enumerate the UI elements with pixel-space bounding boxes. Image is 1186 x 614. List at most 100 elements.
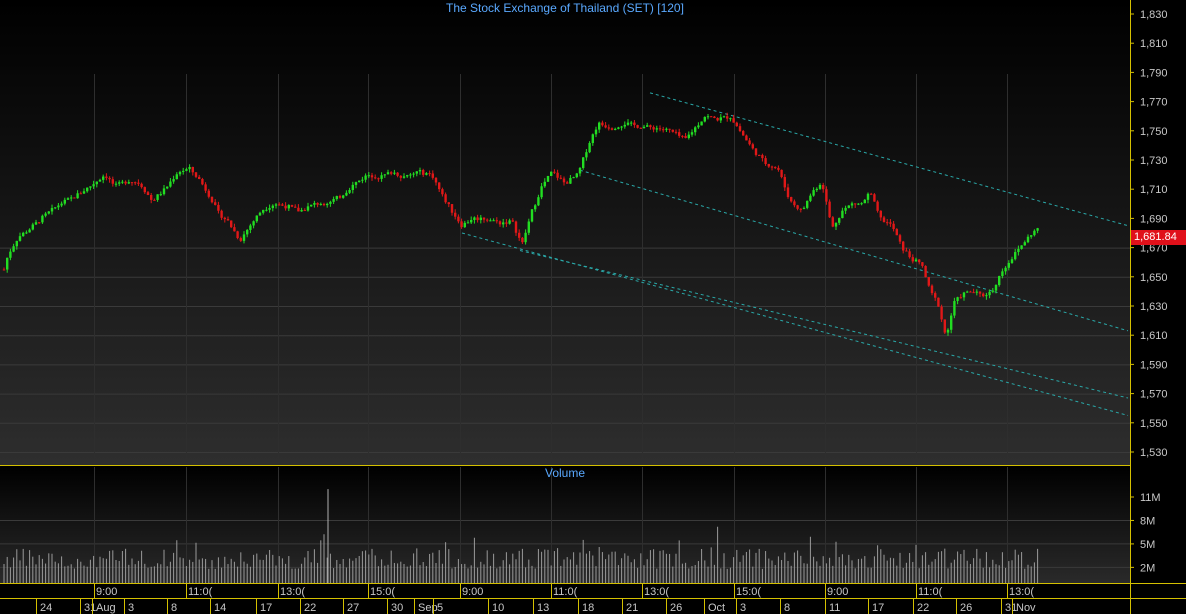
candle-body <box>879 210 882 218</box>
date-label: 5 <box>437 602 443 614</box>
candle-body <box>911 257 914 262</box>
candle-body <box>828 201 831 218</box>
candle-body <box>796 205 799 209</box>
candle-body <box>233 227 236 232</box>
candle-body <box>697 125 700 128</box>
candle-body <box>649 125 652 128</box>
candle-body <box>290 205 294 207</box>
time-label: 9:00 <box>462 586 483 598</box>
candle-body <box>572 177 575 179</box>
candle-body <box>591 134 594 144</box>
candle-body <box>358 180 361 183</box>
candle-body <box>274 204 278 206</box>
candle-body <box>585 152 588 158</box>
candle-body <box>882 217 886 223</box>
candle-body <box>710 116 713 118</box>
candle-body <box>614 128 617 130</box>
candle-body <box>364 175 367 180</box>
candle-body <box>316 202 319 205</box>
candle-body <box>92 184 95 187</box>
volume-title: Volume <box>544 466 586 480</box>
candle-body <box>537 197 540 206</box>
volume-tick-label: 8M <box>1140 515 1155 527</box>
candle-body <box>1023 242 1026 246</box>
candle-body <box>767 164 770 167</box>
candle-body <box>642 126 646 129</box>
candle-body <box>857 203 860 205</box>
candle-body <box>495 220 498 222</box>
candle-body <box>665 128 668 130</box>
time-label: 11:0( <box>553 586 578 598</box>
candle-body <box>690 132 694 135</box>
candle-body <box>399 175 402 178</box>
candle-body <box>194 172 198 177</box>
candle-body <box>367 175 370 177</box>
candle-body <box>876 201 879 211</box>
candle-body <box>822 184 825 190</box>
candle-body <box>569 177 572 184</box>
candle-body <box>940 306 943 320</box>
date-label: 31 <box>84 602 96 614</box>
last-price-tag: 1,681.84 <box>1131 230 1186 245</box>
candle-body <box>444 194 447 203</box>
candle-body <box>185 169 188 171</box>
candle-body <box>540 186 543 198</box>
candle-body <box>524 232 527 243</box>
candle-body <box>601 122 604 126</box>
candle-body <box>354 182 358 185</box>
candle-body <box>473 217 476 220</box>
candle-body <box>742 131 745 136</box>
date-label: 8 <box>171 602 177 614</box>
candle-body <box>492 220 495 222</box>
candle-body <box>348 189 351 193</box>
candle-body <box>73 197 76 199</box>
time-label: 9:00 <box>96 586 117 598</box>
candle-body <box>390 172 393 174</box>
candle-body <box>716 118 719 121</box>
candle-body <box>1007 262 1010 268</box>
price-tick-label: 1,750 <box>1140 126 1168 138</box>
price-tick-label: 1,570 <box>1140 389 1168 401</box>
candle-body <box>790 197 793 202</box>
candle-body <box>457 216 460 222</box>
candle-body <box>982 293 985 297</box>
candle-body <box>521 237 524 243</box>
candle-body <box>978 291 982 294</box>
price-panel-bg <box>0 0 1130 465</box>
date-label: 3 <box>128 602 134 614</box>
candle-body <box>681 135 684 137</box>
candle-body <box>636 125 639 128</box>
date-label: 17 <box>872 602 884 614</box>
candle-body <box>847 205 850 208</box>
candle-body <box>223 217 226 220</box>
time-label: 15:0( <box>736 586 761 598</box>
candle-body <box>732 118 735 123</box>
candle-body <box>82 191 86 194</box>
candle-body <box>239 238 242 241</box>
candle-body <box>182 170 185 172</box>
candle-body <box>809 195 812 201</box>
candle-body <box>908 251 911 258</box>
candle-body <box>815 188 818 191</box>
candle-body <box>479 217 482 221</box>
candle-body <box>617 127 620 129</box>
candle-body <box>143 187 146 193</box>
date-label: 21 <box>626 602 638 614</box>
candle-body <box>1026 236 1030 243</box>
candle-body <box>844 207 847 211</box>
candle-body <box>831 217 834 227</box>
time-label: 11:0( <box>188 586 213 598</box>
date-label: 30 <box>391 602 403 614</box>
grid <box>0 74 1130 583</box>
candle-body <box>402 176 406 178</box>
candle-body <box>322 203 326 206</box>
candle-body <box>134 182 137 184</box>
candle-body <box>425 173 428 175</box>
candle-body <box>169 181 172 187</box>
candle-body <box>271 205 274 209</box>
candle-body <box>924 265 927 278</box>
candle-body <box>38 222 41 224</box>
candle-body <box>930 285 934 294</box>
volume-axis: 2M 5M 8M 11M <box>1130 492 1161 574</box>
candle-body <box>639 127 642 129</box>
